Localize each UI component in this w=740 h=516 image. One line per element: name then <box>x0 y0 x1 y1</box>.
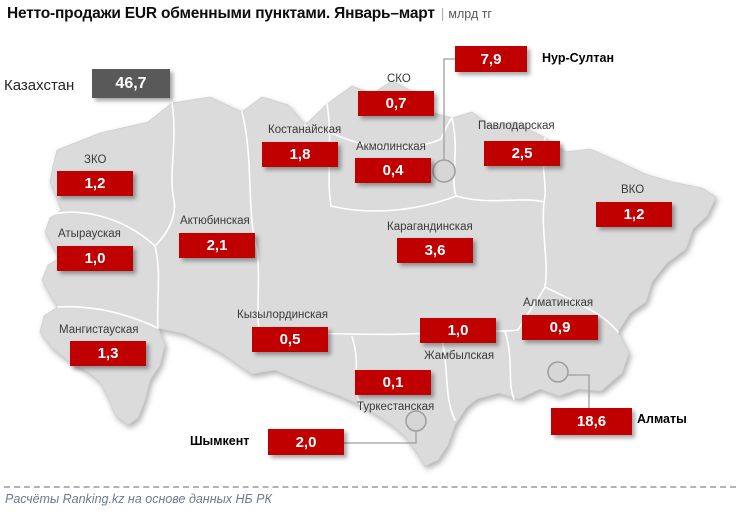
marker-nur-sultan <box>432 159 456 183</box>
region-value-badge: 1,0 <box>57 246 133 271</box>
source-note: Расчёты Ranking.kz на основе данных НБ Р… <box>5 492 272 506</box>
region-name: Карагандинская <box>387 221 473 233</box>
region-name: СКО <box>387 73 411 85</box>
footer-divider <box>4 486 736 488</box>
city-label-almaty: Алматы <box>637 412 687 426</box>
marker-almaty <box>547 361 569 383</box>
region-name: Атырауская <box>58 228 121 240</box>
region-value-badge: 3,6 <box>397 238 473 263</box>
city-value-badge-shymkent: 2,0 <box>268 429 344 455</box>
country-value-badge: 46,7 <box>92 69 170 98</box>
region-name: Костанайская <box>268 124 342 136</box>
city-markers <box>405 159 569 432</box>
region-value-badge: 1,3 <box>70 341 146 366</box>
city-value-badge-nur-sultan: 7,9 <box>455 46 527 72</box>
region-value-badge: 2,5 <box>484 141 560 166</box>
region-name: Мангистауская <box>59 324 139 336</box>
region-value-badge: 1,0 <box>420 318 496 343</box>
region-name: Жамбылская <box>424 350 495 362</box>
chart-title: Нетто-продажи EUR обменными пунктами. Ян… <box>7 5 492 23</box>
connector-almaty <box>566 374 590 408</box>
region-value-badge: 2,1 <box>179 233 255 258</box>
city-label-nur-sultan: Нур-Султан <box>542 51 614 65</box>
region-name: Актюбинская <box>180 215 250 227</box>
region-name: Акмолинская <box>356 141 426 153</box>
region-value-badge: 1,2 <box>596 202 672 227</box>
title-text: Нетто-продажи EUR обменными пунктами. Ян… <box>7 5 435 22</box>
region-name: Туркестанская <box>357 401 435 413</box>
city-label-shymkent: Шымкент <box>190 434 250 448</box>
title-separator: | <box>440 5 445 21</box>
title-unit: млрд тг <box>448 7 492 21</box>
region-name: Павлодарская <box>478 120 555 132</box>
region-name: ЗКО <box>84 154 107 166</box>
region-name: Алматинская <box>523 297 594 309</box>
region-borders <box>47 102 619 421</box>
region-value-badge: 0,1 <box>355 370 431 395</box>
region-value-badge: 0,7 <box>358 91 434 116</box>
region-name: ВКО <box>621 184 645 196</box>
region-value-badge: 0,4 <box>355 158 431 183</box>
connector-nur-sultan <box>443 58 455 171</box>
region-value-badge: 1,2 <box>57 171 133 196</box>
marker-shymkent <box>405 410 427 432</box>
region-value-badge: 1,8 <box>262 142 338 167</box>
region-name: Кызылординская <box>237 309 329 321</box>
country-label: Казахстан <box>4 77 75 94</box>
region-value-badge: 0,9 <box>522 315 598 340</box>
kazakhstan-outline <box>39 80 717 467</box>
city-value-badge-almaty: 18,6 <box>551 408 632 435</box>
region-value-badge: 0,5 <box>252 327 328 352</box>
